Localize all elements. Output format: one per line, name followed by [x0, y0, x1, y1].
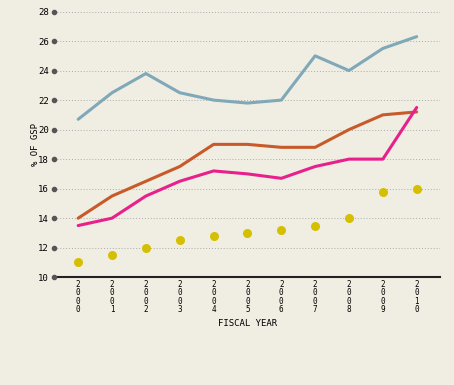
Y-axis label: % OF GSP: % OF GSP	[31, 123, 40, 166]
X-axis label: FISCAL YEAR: FISCAL YEAR	[218, 320, 277, 328]
